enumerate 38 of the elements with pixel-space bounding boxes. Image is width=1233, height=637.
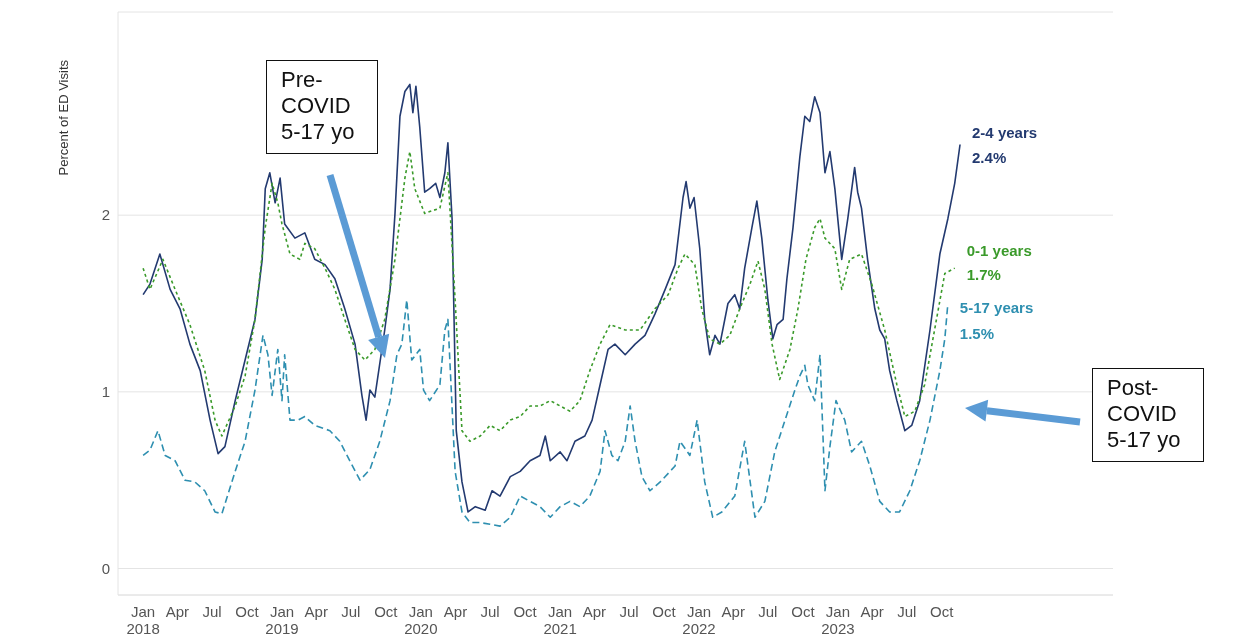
x-tick-label: Jul [758,603,778,620]
y-tick-label: 2 [101,206,110,224]
x-tick-label: Jan 2020 [404,603,438,637]
x-tick-label: Oct [652,603,677,620]
x-tick-label: Jan 2023 [821,603,855,637]
x-tick-label: Jul [341,603,361,620]
x-tick-label: Jul [619,603,639,620]
series-label: 2-4 years [972,124,1038,142]
x-tick-label: Jul [202,603,222,620]
x-tick-label: Jan 2018 [126,603,160,637]
x-tick-label: Jul [897,603,917,620]
annotation: Post-COVID 5-17 yo [1092,368,1204,462]
x-tick-label: Oct [374,603,399,620]
x-tick-label: Apr [582,603,607,620]
x-tick-label: Apr [860,603,884,620]
annotation: Pre-COVID 5-17 yo [266,60,378,154]
x-tick-label: Apr [443,603,468,620]
x-tick-label: Jan 2022 [682,603,716,637]
x-tick-label: Apr [721,603,745,620]
y-tick-label: 0 [101,559,110,577]
x-tick-label: Oct [235,603,260,620]
line-series [142,150,956,443]
y-tick-label: 1 [101,383,110,401]
annotation: 1.7% [966,266,1001,284]
y-axis-title: Percent of ED Visits [56,59,71,176]
series-label: 0-1 years [966,242,1032,260]
x-tick-label: Apr [304,603,328,620]
annotation: 2.4% [972,149,1007,167]
x-tick-label: Jan 2019 [265,603,299,637]
series-label: 5-17 years [959,299,1034,317]
x-tick-label: Apr [165,603,190,620]
x-tick-label: Oct [930,603,955,620]
x-tick-label: Jul [480,603,500,620]
annotation: 1.5% [959,325,995,343]
x-tick-label: Jan 2021 [543,603,577,637]
x-tick-label: Oct [791,603,816,620]
line-series [142,299,949,527]
x-tick-label: Oct [513,603,538,620]
